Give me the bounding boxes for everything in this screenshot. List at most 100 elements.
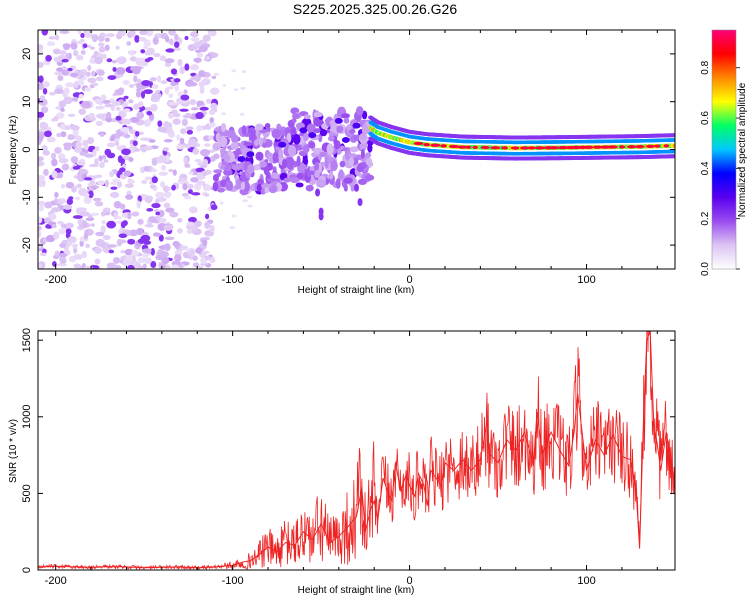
x-tick-label: 100 xyxy=(577,274,595,286)
spectrogram-cell xyxy=(223,168,233,176)
spectrogram-cell xyxy=(151,202,161,209)
spectrogram-cell xyxy=(82,139,89,147)
spectrogram-cell xyxy=(141,60,149,67)
spectrogram-cell xyxy=(107,244,118,248)
y-tick-label: -20 xyxy=(21,237,33,253)
spectrogram-cell xyxy=(44,201,53,209)
colorbar-label: Normalized spectral amplitude xyxy=(737,82,748,217)
spectrogram-cell xyxy=(157,154,167,163)
spectrogram-cell xyxy=(112,256,121,264)
spectrogram-cell xyxy=(159,251,169,258)
spectrogram-cell xyxy=(592,145,603,149)
spectrogram-cell xyxy=(127,179,135,184)
spectrogram-cell xyxy=(204,213,210,220)
spectrogram-cell xyxy=(51,158,58,167)
spectrogram-cell xyxy=(246,195,253,199)
spectrogram-cell xyxy=(39,252,47,257)
spectrogram-cell xyxy=(296,172,304,180)
spectrogram-cell xyxy=(162,146,170,152)
spectrogram-cell xyxy=(164,62,172,68)
spectrogram-cell xyxy=(278,141,287,148)
spectrogram-cell xyxy=(150,103,158,112)
spectrogram-cell xyxy=(187,189,193,195)
spectrogram-cell xyxy=(106,111,112,119)
spectrogram-cell xyxy=(209,256,216,264)
spectrogram-cell xyxy=(76,183,82,189)
spectrogram-cell xyxy=(140,49,146,54)
spectrogram-cell xyxy=(38,160,45,167)
spectrogram-cell xyxy=(317,133,323,143)
x-tick-label: -200 xyxy=(45,575,67,587)
spectrogram-cell xyxy=(154,208,160,213)
spectrogram-cell xyxy=(73,81,79,89)
spectrogram-cell xyxy=(186,228,193,234)
spectrogram-cell xyxy=(96,69,105,76)
spectrogram-cell xyxy=(128,156,134,163)
spectrogram-cell xyxy=(266,177,276,183)
spectrogram-cell xyxy=(58,158,69,164)
spectrogram-cell xyxy=(147,57,154,61)
spectrogram-cell xyxy=(87,77,97,84)
spectrogram-cell xyxy=(259,161,268,168)
spectrogram-cell xyxy=(242,199,249,203)
spectrogram-cell xyxy=(72,96,79,102)
colorbar: 0.0 0.2 0.4 0.6 0.8 Normalized spectral ampl… xyxy=(700,29,748,276)
spectrogram-cell xyxy=(106,262,116,268)
spectrogram-cell xyxy=(67,113,76,117)
spectrogram-cell xyxy=(42,87,48,95)
spectrogram-cell xyxy=(183,156,189,164)
spectrogram-cell xyxy=(296,155,301,167)
spectrogram-cell xyxy=(169,211,179,218)
spectrogram-cell xyxy=(180,245,189,251)
spectrogram-cell xyxy=(137,265,144,269)
spectrogram-cell xyxy=(38,111,45,118)
spectrogram-cell xyxy=(190,37,200,42)
colorbar-tick-label: 0.2 xyxy=(700,211,711,225)
spectrogram-cell xyxy=(156,75,162,83)
spectrogram-cell xyxy=(127,238,136,245)
spectrogram-cell xyxy=(88,190,94,199)
spectrogram-cell xyxy=(308,141,316,149)
spectrogram-cell xyxy=(108,249,115,254)
spectrogram-cell xyxy=(205,98,212,104)
spectrogram-cell xyxy=(54,147,62,154)
spectrogram-cell xyxy=(193,57,202,63)
spectrogram-cell xyxy=(38,200,46,206)
spectrogram-cell xyxy=(46,41,56,47)
spectrogram-cell xyxy=(163,185,169,193)
spectrogram-cell xyxy=(98,46,106,53)
spectrogram-cell xyxy=(70,42,78,50)
spectrogram-cell xyxy=(672,138,675,142)
spectrogram-cell xyxy=(333,138,338,146)
spectrogram-cell xyxy=(191,192,201,196)
spectrogram-cell xyxy=(131,211,140,217)
spectrogram-cell xyxy=(634,145,645,149)
spectrogram-cell xyxy=(121,103,128,108)
spectrogram-cell xyxy=(341,136,350,143)
spectrogram-cell xyxy=(163,191,172,198)
snr-series-jitter xyxy=(38,331,675,570)
spectrogram-cell xyxy=(110,186,118,190)
spectrogram-cell xyxy=(38,263,42,269)
spectrogram-cell xyxy=(139,30,148,36)
spectrogram-cell xyxy=(671,154,675,159)
spectrogram-cell xyxy=(430,143,441,147)
spectrogram-cell xyxy=(81,100,91,109)
spectrogram-cell xyxy=(132,140,138,147)
spectrogram-cell xyxy=(346,124,352,131)
spectrogram-cell xyxy=(53,115,59,122)
spectrogram-noise-blobs xyxy=(38,30,253,269)
spectrogram-cell xyxy=(204,143,211,147)
spectrogram-cell xyxy=(645,144,655,148)
spectrogram-cell xyxy=(136,78,142,83)
spectrogram-cell xyxy=(225,180,234,192)
spectrogram-cell xyxy=(196,52,204,58)
spectrogram-cell xyxy=(70,125,80,131)
spectrogram-cell xyxy=(73,263,81,269)
spectrogram-cell xyxy=(224,165,232,172)
spectrogram-cell xyxy=(264,187,269,194)
spectrogram-cell xyxy=(125,194,134,200)
spectrogram-cell xyxy=(89,180,95,184)
spectrogram-cell xyxy=(117,155,123,164)
